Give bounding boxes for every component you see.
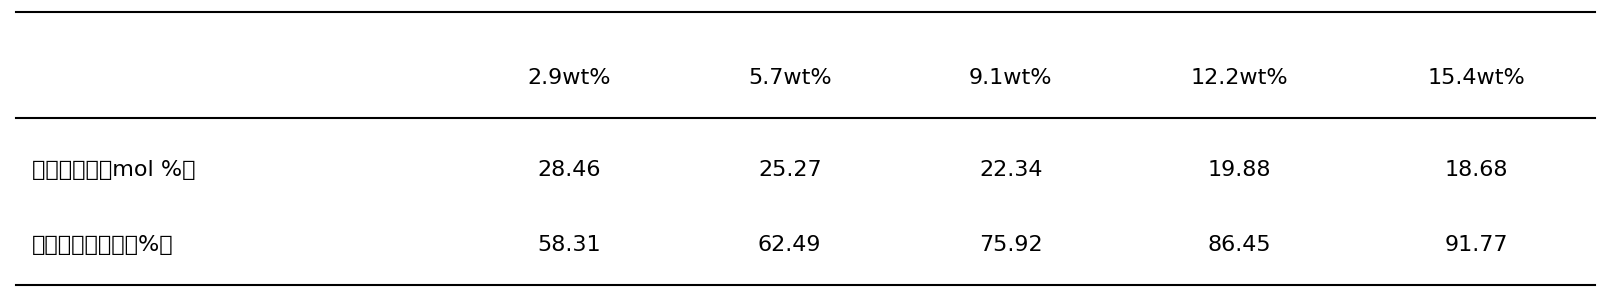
Text: 62.49: 62.49 bbox=[757, 235, 822, 255]
Text: 19.88: 19.88 bbox=[1208, 160, 1271, 180]
Text: 75.92: 75.92 bbox=[979, 235, 1042, 255]
Text: 28.46: 28.46 bbox=[536, 160, 601, 180]
Text: 对二乙苯选择性（%）: 对二乙苯选择性（%） bbox=[32, 235, 174, 255]
Text: 25.27: 25.27 bbox=[757, 160, 822, 180]
Text: 2.9wt%: 2.9wt% bbox=[527, 68, 611, 88]
Text: 86.45: 86.45 bbox=[1208, 235, 1271, 255]
Text: 58.31: 58.31 bbox=[536, 235, 601, 255]
Text: 18.68: 18.68 bbox=[1445, 160, 1508, 180]
Text: 12.2wt%: 12.2wt% bbox=[1191, 68, 1289, 88]
Text: 22.34: 22.34 bbox=[979, 160, 1042, 180]
Text: 9.1wt%: 9.1wt% bbox=[968, 68, 1052, 88]
Text: 15.4wt%: 15.4wt% bbox=[1427, 68, 1526, 88]
Text: 乙苯转化率（mol %）: 乙苯转化率（mol %） bbox=[32, 160, 195, 180]
Text: 91.77: 91.77 bbox=[1445, 235, 1508, 255]
Text: 5.7wt%: 5.7wt% bbox=[748, 68, 831, 88]
